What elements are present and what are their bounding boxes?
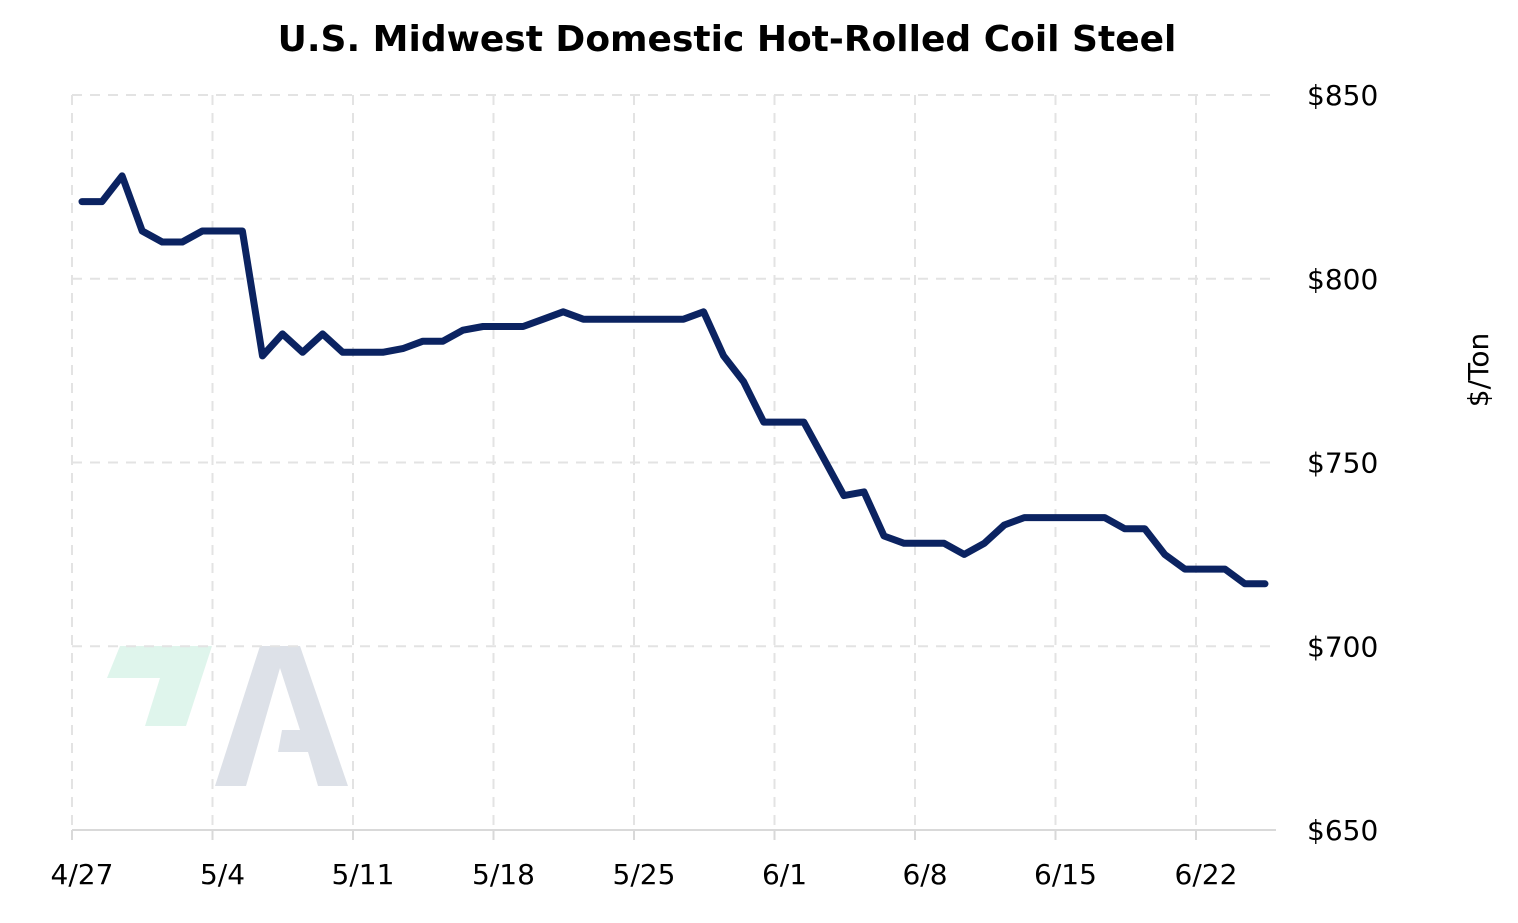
series-line [78, 172, 1269, 588]
x-tick-label: 6/22 [1175, 858, 1238, 891]
x-tick-label: 5/25 [613, 858, 676, 891]
y-tick-labels: $850 $800 $750 $700 $650 [1307, 79, 1378, 847]
x-tick-label: 6/1 [762, 858, 807, 891]
y-tick-label: $650 [1307, 814, 1378, 847]
y-tick-label: $750 [1307, 447, 1378, 480]
x-tick-label: 5/11 [332, 858, 395, 891]
y-tick-label: $800 [1307, 263, 1378, 296]
tick-marks [71, 830, 1197, 840]
x-tick-labels: 4/27 5/4 5/11 5/18 5/25 6/1 6/8 6/15 6/22 [51, 858, 1238, 891]
y-tick-label: $700 [1307, 630, 1378, 663]
y-tick-label: $850 [1307, 79, 1378, 112]
x-tick-label: 6/8 [902, 858, 947, 891]
x-tick-label: 5/4 [200, 858, 245, 891]
y-axis-label: $/Ton [1462, 333, 1495, 407]
x-tick-label: 5/18 [472, 858, 535, 891]
chart-title: U.S. Midwest Domestic Hot-Rolled Coil St… [278, 19, 1177, 60]
watermark-logo-gray-letter [215, 646, 348, 786]
x-tick-label: 6/15 [1034, 858, 1097, 891]
watermark-logo [107, 646, 348, 786]
watermark-logo-green-mark [107, 646, 212, 726]
grid [71, 94, 1276, 830]
x-tick-label: 4/27 [51, 858, 114, 891]
